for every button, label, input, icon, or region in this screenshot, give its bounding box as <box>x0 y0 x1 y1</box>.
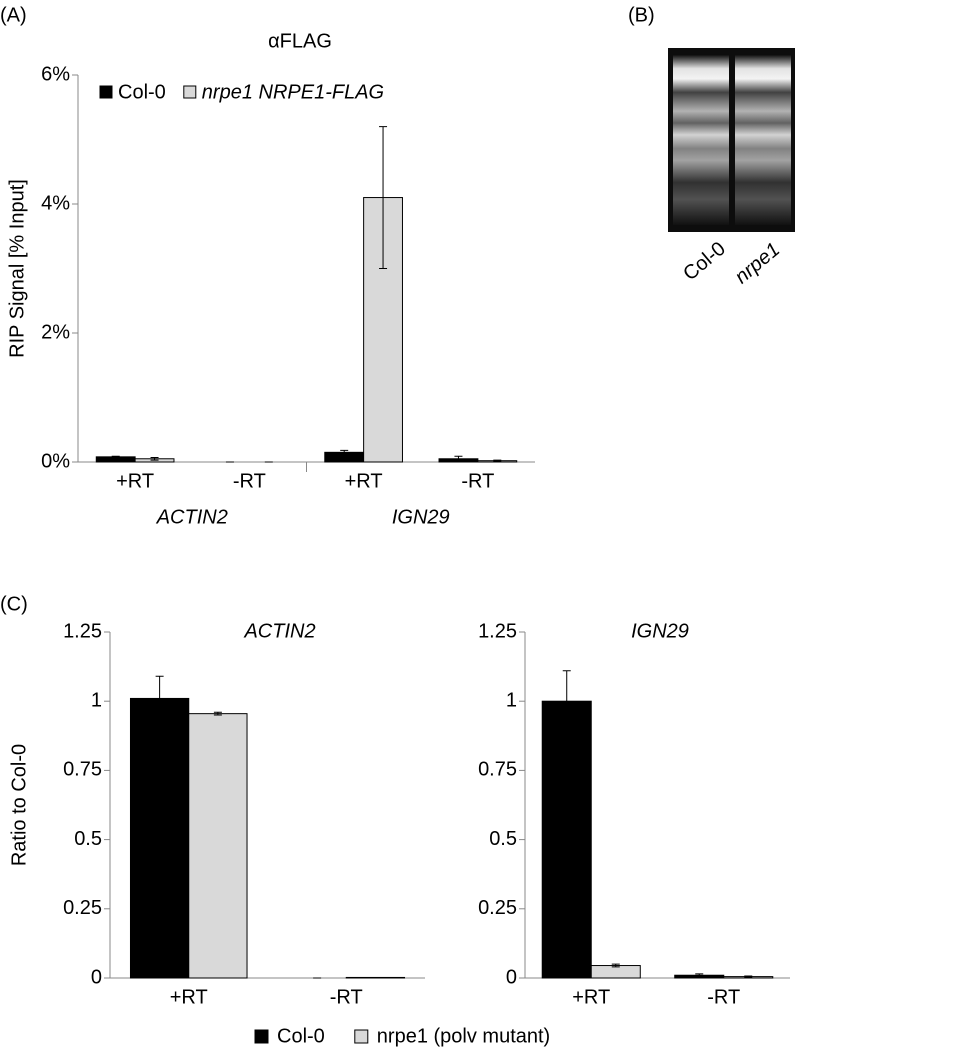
gel-lane-label: nrpe1 <box>731 239 784 289</box>
chart-title: αFLAG <box>268 30 332 52</box>
legend-label: nrpe1 (polv mutant) <box>377 1025 550 1047</box>
group-label: ACTIN2 <box>156 506 228 528</box>
error-bar <box>379 126 388 269</box>
y-tick-label: 0.75 <box>63 759 102 781</box>
y-tick-label: 0.75 <box>478 759 517 781</box>
y-tick-label: 0.5 <box>489 828 517 850</box>
legend-label: Col-0 <box>277 1025 325 1047</box>
legend-swatch <box>183 85 197 99</box>
x-tick-label: -RT <box>330 986 363 1008</box>
error-bar <box>695 973 704 978</box>
x-tick-label: -RT <box>461 470 494 492</box>
x-tick-label: -RT <box>707 986 740 1008</box>
panel-label: (B) <box>628 4 655 26</box>
legend-swatch <box>254 1029 269 1044</box>
legend-swatch <box>99 85 113 99</box>
legend-label: nrpe1 NRPE1-FLAG <box>202 81 384 103</box>
y-tick-label: 0 <box>506 966 517 988</box>
gel-lane-label: Col-0 <box>679 238 730 286</box>
y-tick-label: 1.25 <box>63 620 102 642</box>
y-axis-label: RIP Signal [% Input] <box>6 179 28 358</box>
x-tick-label: +RT <box>572 986 610 1008</box>
y-tick-label: 6% <box>41 63 70 85</box>
legend-swatch <box>354 1029 369 1044</box>
error-bar <box>454 455 463 462</box>
panel-label: (C) <box>0 593 28 615</box>
bar <box>541 700 592 979</box>
error-bar <box>213 711 222 716</box>
x-tick-label: +RT <box>116 470 154 492</box>
gel-image <box>668 48 795 232</box>
error-bar <box>611 963 620 968</box>
chart-title: IGN29 <box>631 620 689 642</box>
y-tick-label: 1.25 <box>478 620 517 642</box>
y-tick-label: 0 <box>91 966 102 988</box>
y-tick-label: 0.25 <box>478 897 517 919</box>
group-label: IGN29 <box>392 506 450 528</box>
bar <box>188 713 248 979</box>
y-tick-label: 0.5 <box>74 828 102 850</box>
y-tick-label: 0.25 <box>63 897 102 919</box>
error-bar <box>150 456 159 461</box>
legend-label: Col-0 <box>118 81 166 103</box>
y-tick-label: 1 <box>91 689 102 711</box>
error-bar <box>493 459 502 462</box>
chart-title: ACTIN2 <box>243 620 315 642</box>
x-tick-label: +RT <box>345 470 383 492</box>
error-bar <box>111 455 120 458</box>
error-bar <box>744 975 753 978</box>
y-tick-label: 1 <box>506 689 517 711</box>
y-tick-label: 4% <box>41 192 70 214</box>
panel-label: (A) <box>0 4 27 26</box>
y-axis-label: Ratio to Col-0 <box>8 744 30 866</box>
error-bar <box>340 449 349 455</box>
x-tick-label: -RT <box>233 470 266 492</box>
y-tick-label: 2% <box>41 321 70 343</box>
bar <box>129 697 190 979</box>
x-tick-label: +RT <box>170 986 208 1008</box>
error-bar <box>155 675 164 722</box>
error-bar <box>562 670 571 733</box>
y-tick-label: 0% <box>41 450 70 472</box>
